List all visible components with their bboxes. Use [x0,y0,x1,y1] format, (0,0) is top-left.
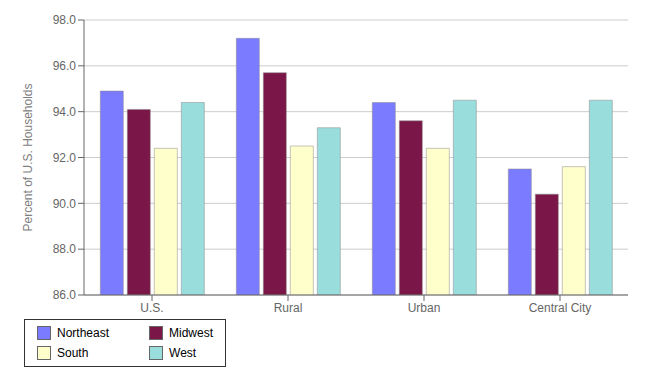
svg-text:86.0: 86.0 [53,288,77,302]
svg-text:98.0: 98.0 [53,13,77,27]
svg-text:96.0: 96.0 [53,59,77,73]
html-text:Midwest: Midwest [169,326,213,340]
svg-text:94.0: 94.0 [53,105,77,119]
svg-text:Percent of U.S. Households: Percent of U.S. Households [21,83,35,231]
svg-text:90.0: 90.0 [53,197,77,211]
html-text:West: West [169,346,197,360]
svg-text:Urban: Urban [408,301,441,315]
svg-text:U.S.: U.S. [140,301,163,315]
svg-text:92.0: 92.0 [53,151,77,165]
svg-text:88.0: 88.0 [53,242,77,256]
html-text:Northeast: Northeast [57,326,109,340]
svg-text:Central City: Central City [529,301,592,315]
svg-text:Rural: Rural [274,301,303,315]
html-text:South: South [57,346,89,360]
